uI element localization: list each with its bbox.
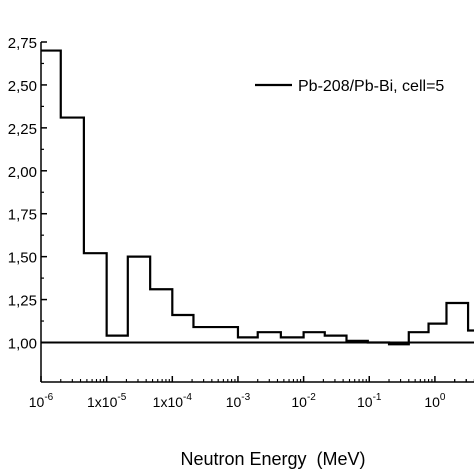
y-tick-label: 1,25 [8, 293, 37, 310]
x-axis-title: Neutron Energy (MeV) [180, 449, 365, 469]
x-tick-label: 10-1 [357, 392, 382, 410]
x-tick-label: 10-3 [226, 392, 251, 410]
y-tick-label: 2,50 [8, 78, 37, 95]
x-tick-label: 100 [424, 392, 446, 410]
plot-frame [40, 42, 474, 383]
legend-label: Pb-208/Pb-Bi, cell=5 [298, 78, 444, 95]
y-tick-label: 1,75 [8, 207, 37, 224]
x-tick-label: 1x10-5 [87, 392, 127, 410]
y-tick-label: 1,50 [8, 250, 37, 267]
legend: Pb-208/Pb-Bi, cell=5 [255, 78, 444, 95]
y-tick-label: 1,00 [8, 336, 37, 353]
y-axis: 1,00 1,25 1,50 1,75 2,00 2,25 2,50 2,75 [8, 35, 47, 353]
y-tick-label: 2,00 [8, 164, 37, 181]
series-line [41, 49, 474, 346]
x-tick-label: 10-6 [29, 392, 54, 410]
y-tick-label: 2,25 [8, 121, 37, 138]
y-tick-label: 2,75 [8, 35, 37, 52]
x-axis: 10-6 1x10-5 1x10-4 10-3 10-2 10-1 100 [29, 376, 474, 410]
x-tick-label: 1x10-4 [153, 392, 193, 410]
x-tick-label: 10-2 [291, 392, 316, 410]
